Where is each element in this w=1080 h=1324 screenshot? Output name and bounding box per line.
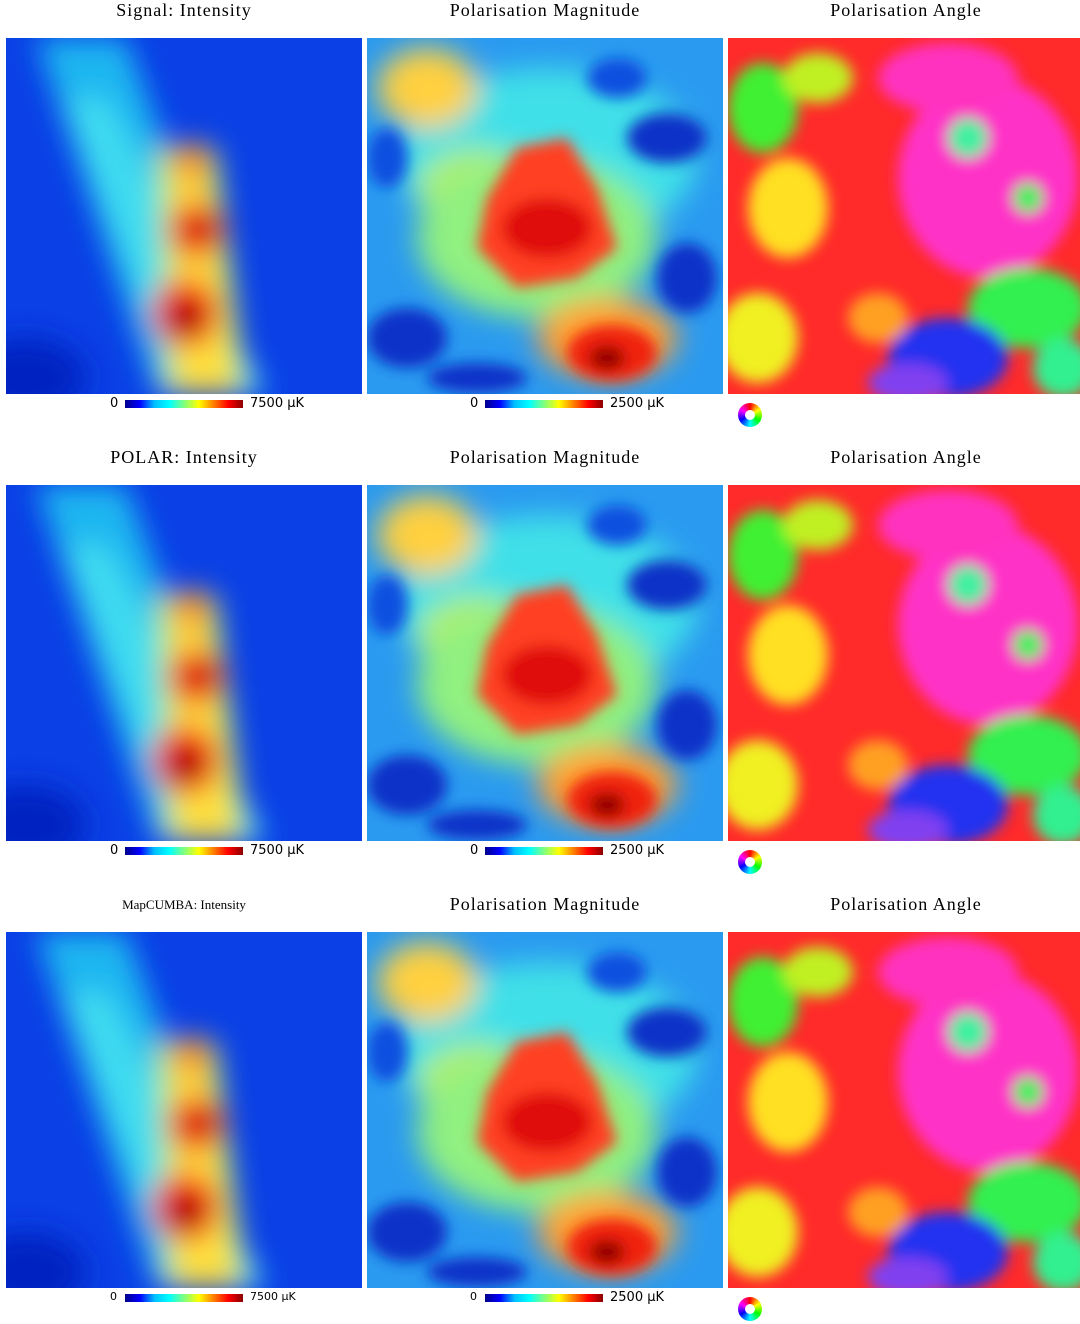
angle-wheel (738, 403, 762, 427)
colorbar (485, 400, 603, 408)
panel-title: Polarisation Magnitude (449, 447, 641, 467)
map-image (6, 485, 362, 841)
colorbar-max: 2500 µK (610, 843, 665, 858)
colorbar-max: 7500 µK (250, 1290, 296, 1303)
colorbar-min: 0 (470, 1290, 477, 1303)
panel-title: Polarisation Angle (830, 0, 982, 20)
colorbar (125, 847, 243, 855)
colorbar-max: 2500 µK (610, 1290, 665, 1305)
colorbar-min: 0 (110, 396, 119, 411)
map-image (367, 932, 723, 1288)
colorbar-max: 7500 µK (250, 396, 305, 411)
angle-wheel (738, 1297, 762, 1321)
map-image (6, 38, 362, 394)
panel-title: Polarisation Magnitude (449, 894, 641, 914)
colorbar-min: 0 (110, 1290, 117, 1303)
colorbar-min: 0 (470, 843, 479, 858)
panel-title: MapCUMBA: Intensity (122, 897, 246, 912)
angle-wheel (738, 850, 762, 874)
colorbar (125, 400, 243, 408)
map-image (367, 38, 723, 394)
map-image (367, 485, 723, 841)
colorbar-min: 0 (470, 396, 479, 411)
map-image (728, 38, 1080, 394)
panel-title: Polarisation Magnitude (449, 0, 641, 20)
map-image (728, 485, 1080, 841)
map-image (728, 932, 1080, 1288)
panel-title: Signal: Intensity (116, 0, 252, 20)
panel-title: Polarisation Angle (830, 447, 982, 467)
colorbar (125, 1294, 243, 1302)
colorbar-min: 0 (110, 843, 119, 858)
colorbar (485, 1294, 603, 1302)
colorbar-max: 2500 µK (610, 396, 665, 411)
map-image (6, 932, 362, 1288)
colorbar-max: 7500 µK (250, 843, 305, 858)
colorbar (485, 847, 603, 855)
panel-title: POLAR: Intensity (110, 447, 258, 467)
panel-title: Polarisation Angle (830, 894, 982, 914)
